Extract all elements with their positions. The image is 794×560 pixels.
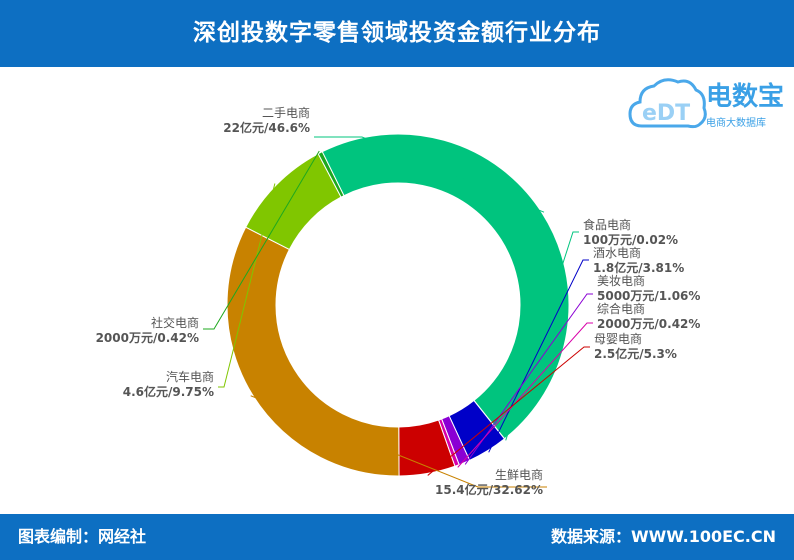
logo: eDT 电数宝 电商大数据库 xyxy=(628,74,794,136)
cloud-logo-icon: eDT xyxy=(628,78,707,129)
slice-name-label: 生鲜电商 xyxy=(495,467,543,482)
header-bar: 深创投数字零售领域投资金额行业分布 xyxy=(0,0,794,67)
leader-line xyxy=(250,395,547,488)
leader-line xyxy=(218,183,276,388)
logo-tagline: 电商大数据库 xyxy=(706,118,766,129)
slice-value-label: 15.4亿元/32.62% xyxy=(435,482,543,497)
leader-line xyxy=(457,322,593,468)
leader-lines xyxy=(203,136,593,488)
slice-name-label: 美妆电商 xyxy=(597,273,645,288)
slice-name-label: 汽车电商 xyxy=(166,369,214,384)
leader-line xyxy=(464,293,593,465)
chart-title: 深创投数字零售领域投资金额行业分布 xyxy=(193,20,601,46)
leader-line xyxy=(203,150,320,330)
slice-value-label: 2000万元/0.42% xyxy=(96,331,199,345)
footer-credit: 图表编制：网经社 xyxy=(18,527,147,546)
slice-value-label: 100万元/0.02% xyxy=(583,233,678,247)
leader-line xyxy=(314,136,545,213)
slice-name-label: 综合电商 xyxy=(597,301,645,316)
slice-name-label: 酒水电商 xyxy=(593,245,641,260)
donut-slice xyxy=(321,133,570,440)
logo-mark: eDT xyxy=(642,101,690,126)
donut-slice xyxy=(226,226,400,477)
donut-slice xyxy=(317,151,345,198)
slice-name-label: 母婴电商 xyxy=(594,331,642,346)
slice-value-label: 1.8亿元/3.81% xyxy=(593,260,684,275)
slice-name-label: 食品电商 xyxy=(583,217,631,232)
leader-line xyxy=(427,346,590,476)
slice-value-label: 2.5亿元/5.3% xyxy=(594,346,677,361)
slice-value-label: 22亿元/46.6% xyxy=(223,120,310,135)
footer-bar: 图表编制：网经社 数据来源：WWW.100EC.CN xyxy=(0,514,794,560)
slice-name-label: 社交电商 xyxy=(151,315,199,330)
slice-name-label: 二手电商 xyxy=(262,105,310,120)
slice-value-label: 5000万元/1.06% xyxy=(597,289,700,303)
donut-slices xyxy=(226,133,570,477)
slice-value-label: 4.6亿元/9.75% xyxy=(123,384,214,399)
slice-value-label: 2000万元/0.42% xyxy=(597,317,700,331)
logo-brand: 电数宝 xyxy=(706,82,785,112)
footer-source: 数据来源：WWW.100EC.CN xyxy=(550,527,776,546)
